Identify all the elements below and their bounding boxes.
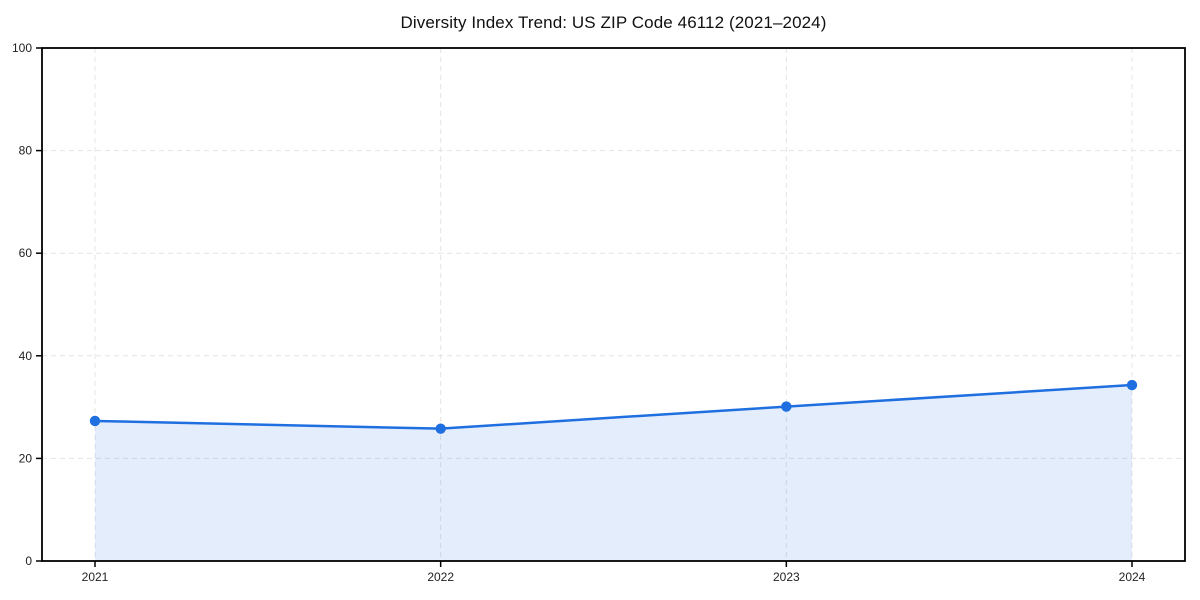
data-point-marker	[781, 401, 792, 412]
y-tick-label: 100	[12, 41, 32, 55]
y-tick-label: 60	[19, 246, 33, 260]
x-tick-label: 2023	[773, 570, 800, 584]
plot-border	[41, 47, 1186, 562]
y-tick-label: 0	[25, 554, 32, 568]
x-tick-label: 2024	[1119, 570, 1146, 584]
series-area-fill	[95, 385, 1132, 561]
x-tick-label: 2022	[427, 570, 454, 584]
y-tick-label: 20	[19, 451, 33, 465]
series-line	[93, 383, 1134, 430]
x-tick-label: 2021	[82, 570, 109, 584]
data-point-marker	[89, 415, 101, 427]
y-tick-label: 80	[19, 144, 33, 158]
chart-title: Diversity Index Trend: US ZIP Code 46112…	[400, 13, 827, 32]
data-point-marker	[435, 423, 446, 434]
data-point-marker	[1126, 379, 1138, 391]
y-tick-label: 40	[19, 349, 33, 363]
